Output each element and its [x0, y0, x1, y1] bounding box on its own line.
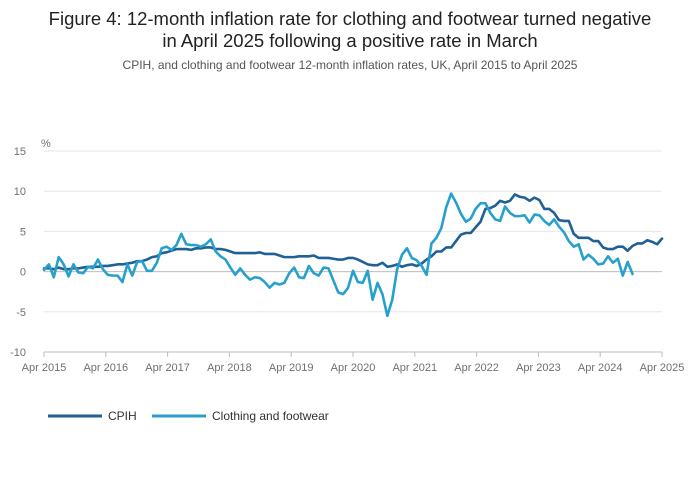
legend[interactable]: CPIH Clothing and footwear: [48, 409, 329, 423]
y-tick-label: -10: [10, 347, 26, 359]
series-lines: [42, 192, 664, 318]
y-tick-label: -5: [16, 307, 26, 319]
x-tick-label: Apr 2022: [454, 362, 499, 374]
chart-title-line-2: in April 2025 following a positive rate …: [162, 30, 538, 51]
gridlines: [44, 150, 662, 353]
x-tick-label: Apr 2015: [22, 362, 67, 374]
y-tick-label: 10: [14, 186, 26, 198]
x-tick-label: Apr 2016: [83, 362, 128, 374]
x-tick-label: Apr 2021: [392, 362, 437, 374]
series-line-cpih[interactable]: [42, 193, 664, 271]
y-tick-label: 15: [14, 146, 26, 158]
x-tick-label: Apr 2018: [207, 362, 252, 374]
x-tick-label: Apr 2023: [516, 362, 561, 374]
x-tick-label: Apr 2019: [269, 362, 314, 374]
chart-title: Figure 4: 12-month inflation rate for cl…: [0, 8, 700, 52]
legend-label: Clothing and footwear: [212, 409, 329, 423]
x-tick-label: Apr 2024: [578, 362, 623, 374]
y-tick-label: 0: [20, 267, 26, 279]
chart-title-line-1: Figure 4: 12-month inflation rate for cl…: [48, 8, 652, 29]
chart-subtitle: CPIH, and clothing and footwear 12-month…: [122, 58, 578, 72]
y-axis-unit-label: %: [41, 138, 51, 150]
y-tick-label: 5: [20, 226, 26, 238]
x-axis: Apr 2015 Apr 2016 Apr 2017 Apr 2018 Apr 2019…: [22, 351, 685, 374]
x-tick-label: Apr 2020: [331, 362, 376, 374]
x-tick-label: Apr 2017: [145, 362, 190, 374]
legend-label: CPIH: [108, 409, 137, 423]
legend-item-cpih[interactable]: CPIH: [48, 409, 137, 423]
y-axis: -10 -5 0 5 10 15: [10, 146, 26, 359]
series-line-clothing-and-footwear[interactable]: [42, 192, 634, 318]
x-tick-label: Apr 2025: [640, 362, 685, 374]
legend-item-clothing-and-footwear[interactable]: Clothing and footwear: [152, 409, 329, 423]
